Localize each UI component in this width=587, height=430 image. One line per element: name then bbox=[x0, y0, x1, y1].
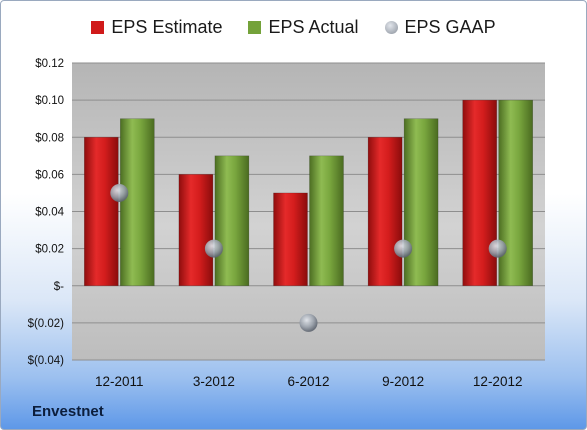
actual-bar bbox=[120, 118, 155, 287]
brand-label: Envestnet bbox=[32, 403, 104, 420]
y-tick-label: $(0.04) bbox=[28, 355, 65, 367]
legend-label-actual: EPS Actual bbox=[268, 17, 359, 37]
x-tick-label: 12-2011 bbox=[95, 374, 144, 389]
actual-bar bbox=[403, 118, 439, 287]
x-axis: 12-2011 3-2012 6-2012 9-2012 12-2012 bbox=[95, 374, 522, 389]
gaap-point bbox=[394, 239, 413, 258]
legend-label-gaap: EPS GAAP bbox=[404, 17, 496, 37]
actual-bar bbox=[498, 99, 534, 287]
y-tick-label: $0.02 bbox=[35, 244, 64, 256]
y-tick-label: $0.08 bbox=[35, 132, 64, 144]
x-tick-label: 3-2012 bbox=[193, 374, 235, 389]
estimate-bar bbox=[84, 136, 119, 287]
legend-item-gaap: EPS GAAP bbox=[384, 17, 496, 38]
y-tick-label: $0.12 bbox=[35, 58, 64, 70]
x-tick-label: 9-2012 bbox=[382, 374, 424, 389]
legend: EPS Estimate EPS Actual EPS GAAP bbox=[1, 17, 586, 38]
gaap-point bbox=[488, 239, 507, 258]
estimate-bar bbox=[462, 99, 498, 287]
estimate-bar bbox=[273, 192, 308, 287]
legend-item-actual: EPS Actual bbox=[248, 17, 359, 38]
y-tick-label: $(0.02) bbox=[28, 318, 65, 330]
y-axis: $0.12 $0.10 $0.08 $0.06 $0.04 $0.02 $- $(0.02) $… bbox=[28, 58, 65, 367]
y-tick-label: $- bbox=[54, 281, 64, 293]
x-tick-label: 6-2012 bbox=[287, 374, 329, 389]
y-tick-label: $0.06 bbox=[35, 169, 64, 181]
y-tick-label: $0.10 bbox=[35, 95, 64, 107]
estimate-bar bbox=[367, 136, 403, 287]
bars bbox=[84, 99, 534, 287]
actual-bar bbox=[214, 155, 250, 287]
gaap-point bbox=[299, 313, 318, 332]
legend-swatch-estimate bbox=[91, 21, 105, 34]
actual-bar bbox=[309, 155, 344, 287]
legend-label-estimate: EPS Estimate bbox=[111, 17, 223, 37]
gaap-point bbox=[110, 183, 129, 202]
gaap-points bbox=[110, 183, 507, 332]
legend-swatch-actual bbox=[248, 21, 262, 34]
x-tick-label: 12-2012 bbox=[473, 374, 523, 389]
legend-item-estimate: EPS Estimate bbox=[91, 17, 222, 38]
gaap-point bbox=[204, 239, 223, 258]
y-tick-label: $0.04 bbox=[35, 207, 64, 219]
estimate-bar bbox=[178, 174, 214, 287]
legend-swatch-gaap bbox=[384, 21, 398, 34]
